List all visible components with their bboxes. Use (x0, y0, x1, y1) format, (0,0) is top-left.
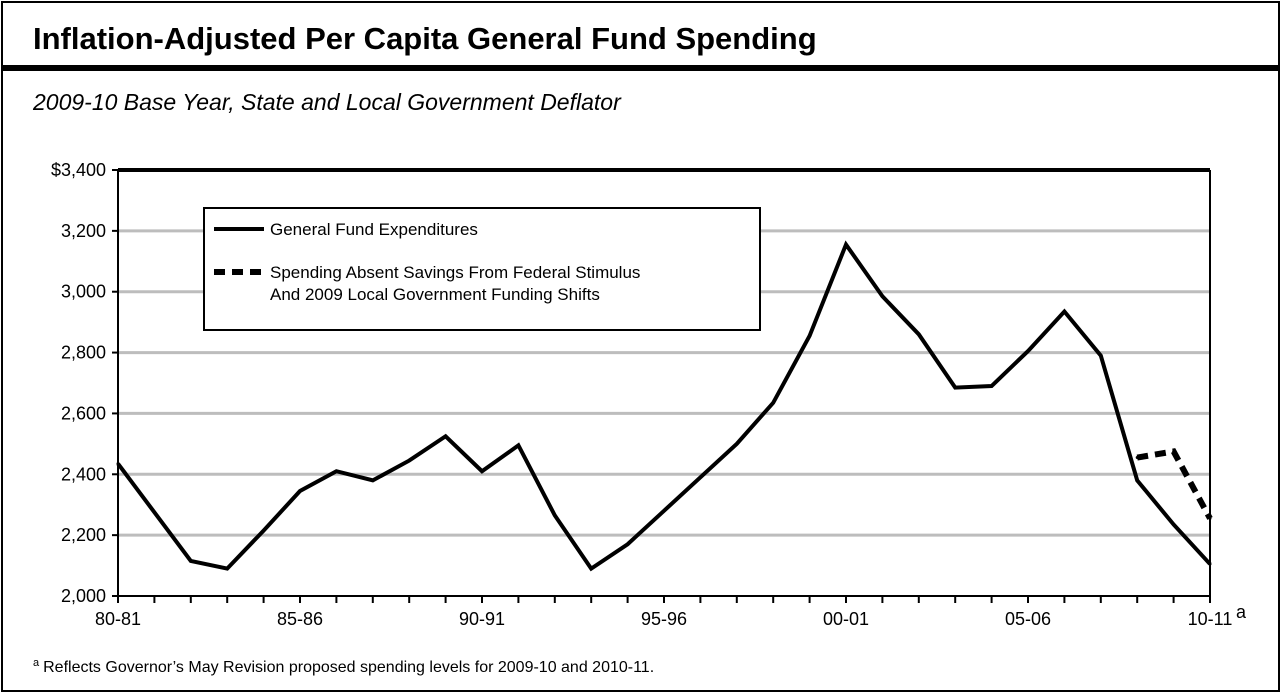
data-point (189, 559, 193, 563)
x-tick-label: 10-11 (1188, 609, 1233, 629)
data-point (662, 509, 666, 513)
data-point (1172, 449, 1176, 453)
chart-title: Inflation-Adjusted Per Capita General Fu… (33, 21, 817, 56)
data-point (917, 332, 921, 336)
footnote: a Reflects Governor’s May Revision propos… (33, 657, 654, 677)
x-tick-label: 95-96 (641, 609, 687, 629)
data-point (553, 513, 557, 517)
data-point (698, 475, 702, 479)
data-point (1172, 522, 1176, 526)
y-tick-label: 3,000 (61, 282, 106, 302)
x-tick-label: 00-01 (823, 609, 869, 629)
data-point (444, 434, 448, 438)
legend-box (203, 207, 761, 331)
footnote-marker: a (33, 657, 40, 669)
series-line-spending-absent-savings (1136, 448, 1213, 520)
data-point (480, 469, 484, 473)
data-point (1062, 309, 1066, 313)
data-point (516, 443, 520, 447)
data-point (116, 462, 120, 466)
data-point (1208, 562, 1212, 566)
x-tick-label-footnote-marker: a (1236, 602, 1247, 622)
legend-label-general-fund: General Fund Expenditures (270, 220, 478, 239)
y-tick-label: 2,800 (61, 343, 106, 363)
x-tick-label: 90-91 (459, 609, 505, 629)
data-point (298, 489, 302, 493)
data-point (1208, 516, 1212, 520)
data-point (626, 542, 630, 546)
y-tick-label: $3,400 (51, 160, 106, 180)
data-point (953, 386, 957, 390)
data-point (262, 529, 266, 533)
y-tick-label: 2,600 (61, 403, 106, 423)
footnote-text: Reflects Governor’s May Revision propose… (43, 659, 655, 676)
data-point (880, 294, 884, 298)
y-tick-label: 2,000 (61, 586, 106, 606)
data-point (407, 459, 411, 463)
y-tick-label: 2,400 (61, 464, 106, 484)
legend-label-spending-absent-savings: Spending Absent Savings From Federal Sti… (270, 263, 640, 282)
data-point (1026, 349, 1030, 353)
data-point (735, 442, 739, 446)
y-tick-label: 3,200 (61, 221, 106, 241)
data-point (844, 243, 848, 247)
y-tick-label: 2,200 (61, 525, 106, 545)
x-tick-label: 80-81 (95, 609, 141, 629)
title-bar: Inflation-Adjusted Per Capita General Fu… (3, 3, 1278, 71)
data-point (371, 478, 375, 482)
data-point (152, 510, 156, 514)
data-point (1135, 456, 1139, 460)
x-tick-label: 05-06 (1005, 609, 1051, 629)
data-point (589, 567, 593, 571)
legend-label-spending-absent-savings-line2: And 2009 Local Government Funding Shifts (270, 285, 600, 304)
data-point (334, 469, 338, 473)
data-point (771, 401, 775, 405)
x-tick-label: 85-86 (277, 609, 323, 629)
data-point (990, 384, 994, 388)
data-point (1099, 354, 1103, 358)
data-point (808, 334, 812, 338)
chart-subtitle: 2009-10 Base Year, State and Local Gover… (33, 89, 621, 115)
data-point (225, 567, 229, 571)
data-point (1135, 478, 1139, 482)
